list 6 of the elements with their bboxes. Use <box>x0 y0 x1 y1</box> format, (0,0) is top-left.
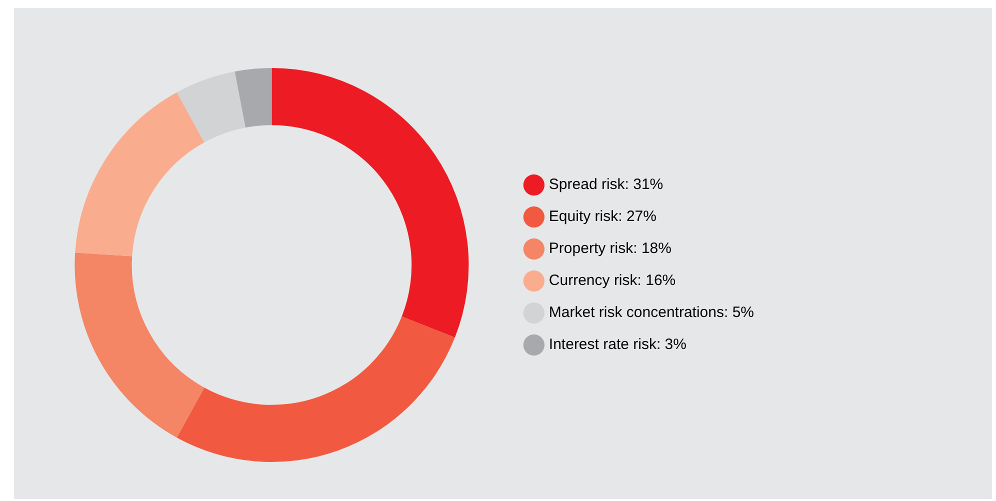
legend-label: Interest rate risk: 3% <box>548 336 686 354</box>
legend-label: Currency risk: 16% <box>548 272 676 290</box>
legend-label: Market risk concentrations: 5% <box>548 304 754 322</box>
legend-label: Property risk: 18% <box>548 240 672 258</box>
legend-label: Spread risk: 31% <box>548 176 664 194</box>
legend-label: Equity risk: 27% <box>548 208 656 226</box>
